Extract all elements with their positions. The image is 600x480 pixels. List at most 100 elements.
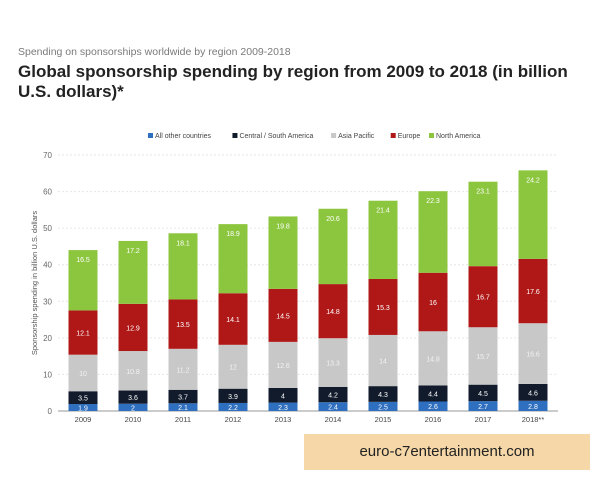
data-label: 14.5 <box>276 313 290 320</box>
data-label: 16.7 <box>476 295 490 302</box>
bar-segment <box>468 384 498 402</box>
bar-segment <box>268 402 298 411</box>
data-label: 3.5 <box>78 396 88 403</box>
data-label: 15.3 <box>376 305 390 312</box>
watermark-banner: euro-c7entertainment.com <box>304 434 590 470</box>
bar-segment <box>218 388 248 403</box>
data-label: 4.3 <box>378 392 388 399</box>
legend-swatch <box>331 133 337 138</box>
data-label: 13.3 <box>326 361 340 368</box>
legend-label: Asia Pacific <box>338 133 375 140</box>
x-tick-label: 2013 <box>275 415 292 424</box>
bar-segment <box>118 351 148 391</box>
y-tick-label: 50 <box>43 224 52 233</box>
data-label: 10 <box>79 371 87 378</box>
data-label: 12.1 <box>76 331 90 338</box>
data-label: 4.6 <box>528 390 538 397</box>
data-label: 3.6 <box>128 395 138 402</box>
data-label: 11.2 <box>176 367 189 374</box>
bar-segment <box>518 383 548 401</box>
data-label: 22.3 <box>426 198 440 205</box>
y-tick-label: 0 <box>48 407 53 416</box>
bar-segment <box>218 224 248 294</box>
data-label: 16.5 <box>76 257 90 264</box>
y-tick-label: 70 <box>43 151 52 160</box>
data-label: 12.9 <box>126 325 140 332</box>
bar-segment <box>268 288 298 342</box>
bar-segment <box>468 181 498 267</box>
data-label: 12 <box>229 365 237 372</box>
data-label: 3.9 <box>228 394 238 401</box>
watermark-text: euro-c7entertainment.com <box>359 443 535 460</box>
bar-segment <box>168 299 198 349</box>
bar-segment <box>268 216 298 289</box>
y-tick-label: 40 <box>43 261 52 270</box>
data-label: 14 <box>379 359 387 366</box>
bar-segment <box>368 334 398 387</box>
data-label: 13.5 <box>176 322 190 329</box>
y-tick-label: 10 <box>43 370 52 379</box>
data-label: 2.3 <box>278 405 288 412</box>
legend-swatch <box>429 133 434 138</box>
data-label: 18.9 <box>226 231 240 238</box>
x-tick-label: 2016 <box>425 415 442 424</box>
bar-segment <box>418 385 448 402</box>
bar-segment <box>168 403 198 411</box>
bar-segment <box>318 386 348 403</box>
chart-supertitle: Spending on sponsorships worldwide by re… <box>18 46 291 58</box>
bar-segment <box>368 386 398 402</box>
bar-segment <box>418 401 448 411</box>
bar-segment <box>318 208 348 285</box>
data-label: 4 <box>281 393 285 400</box>
bar-segment <box>318 338 348 387</box>
bar-segment <box>368 200 398 279</box>
x-tick-label: 2018** <box>522 415 545 424</box>
x-tick-label: 2009 <box>75 415 92 424</box>
data-label: 2.7 <box>478 404 488 411</box>
data-label: 2.8 <box>528 404 538 411</box>
data-label: 17.2 <box>126 248 140 255</box>
bar-segment <box>68 354 98 392</box>
data-label: 18.1 <box>176 240 190 247</box>
data-label: 14.1 <box>226 317 240 324</box>
bar-segment <box>268 387 298 403</box>
y-tick-label: 30 <box>43 297 52 306</box>
bar-segment <box>68 310 98 355</box>
bar-segment <box>218 293 248 345</box>
data-label: 23.1 <box>476 189 490 196</box>
x-tick-label: 2011 <box>175 415 191 424</box>
x-tick-label: 2012 <box>225 415 242 424</box>
bar-segment <box>368 278 398 335</box>
data-label: 10.8 <box>126 369 140 376</box>
legend-label: North America <box>436 133 480 140</box>
data-label: 4.5 <box>478 391 488 398</box>
data-label: 2.2 <box>228 405 238 412</box>
bar-segment <box>368 401 398 411</box>
legend-label: All other countries <box>155 133 212 140</box>
data-label: 12.6 <box>276 363 290 370</box>
bar-segment <box>468 266 498 328</box>
data-label: 2.1 <box>178 405 188 412</box>
bar-segment <box>518 323 548 384</box>
data-label: 20.6 <box>326 216 340 223</box>
bar-segment <box>468 401 498 411</box>
data-label: 4.2 <box>328 393 338 400</box>
bar-segment <box>418 191 448 273</box>
y-axis-label: Sponsorship spending in billion U.S. dol… <box>30 211 39 356</box>
y-tick-label: 20 <box>43 334 52 343</box>
data-label: 17.6 <box>526 289 540 296</box>
legend-swatch <box>390 133 396 138</box>
bar-segment <box>318 402 348 411</box>
bar-segment <box>168 348 198 390</box>
data-label: 1.9 <box>78 406 88 413</box>
data-label: 4.4 <box>428 391 438 398</box>
bar-segment <box>518 258 548 324</box>
chart-title: Global sponsorship spending by region fr… <box>18 62 568 101</box>
data-label: 14.8 <box>426 356 440 363</box>
bar-segment <box>468 327 498 385</box>
bar-segment <box>118 390 148 404</box>
x-tick-label: 2014 <box>325 415 342 424</box>
bar-segment <box>318 284 348 339</box>
bar-segment <box>68 250 98 311</box>
